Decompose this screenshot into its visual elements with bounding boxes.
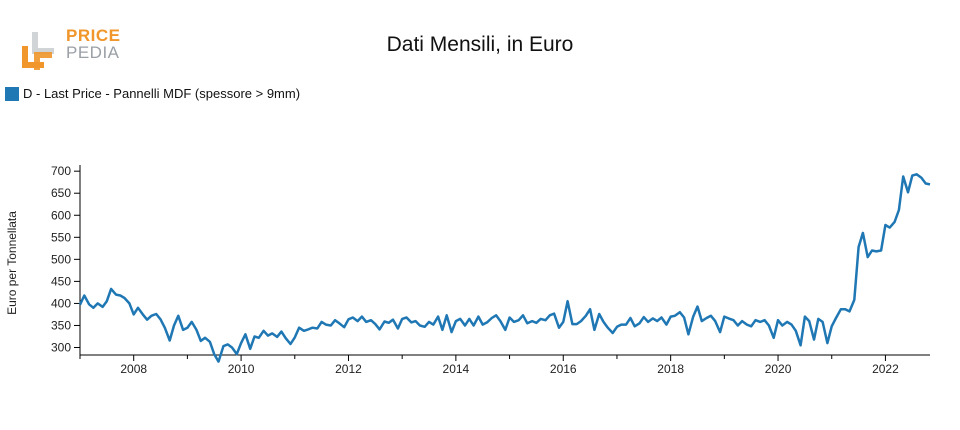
x-tick-label: 2022 xyxy=(872,362,899,376)
y-tick-label: 700 xyxy=(51,164,71,178)
y-tick-label: 300 xyxy=(51,341,71,355)
legend-label: D - Last Price - Pannelli MDF (spessore … xyxy=(23,86,301,101)
y-tick-label: 650 xyxy=(51,186,71,200)
y-tick-label: 550 xyxy=(51,230,71,244)
x-tick-label: 2010 xyxy=(228,362,255,376)
legend[interactable]: D - Last Price - Pannelli MDF (spessore … xyxy=(5,86,300,101)
x-tick-label: 2018 xyxy=(657,362,684,376)
series-group xyxy=(78,173,931,363)
legend-swatch xyxy=(5,86,19,101)
x-tick-label: 2016 xyxy=(550,362,577,376)
y-tick-label: 600 xyxy=(51,208,71,222)
y-tick-label: 500 xyxy=(51,252,71,266)
y-axis: 300 350 400 450 500 550 600 650 700 xyxy=(51,164,81,355)
y-tick-label: 400 xyxy=(51,296,71,310)
x-tick-label: 2008 xyxy=(120,362,147,376)
logo-mark-icon xyxy=(22,32,54,70)
series-line xyxy=(78,173,931,363)
logo-text-pedia: PEDIA xyxy=(66,43,120,62)
logo-text-price: PRICE xyxy=(66,26,121,45)
x-tick-label: 2014 xyxy=(443,362,470,376)
pricepedia-logo: PRICE PEDIA xyxy=(18,24,128,74)
y-tick-label: 450 xyxy=(51,274,71,288)
x-axis: 2008 2010 2012 2014 2016 2018 2020 2022 xyxy=(79,354,930,376)
chart-title: Dati Mensili, in Euro xyxy=(386,33,574,56)
y-axis-title: Euro per Tonnellata xyxy=(5,211,19,315)
x-tick-label: 2020 xyxy=(765,362,792,376)
y-tick-label: 350 xyxy=(51,318,71,332)
x-tick-label: 2012 xyxy=(335,362,362,376)
